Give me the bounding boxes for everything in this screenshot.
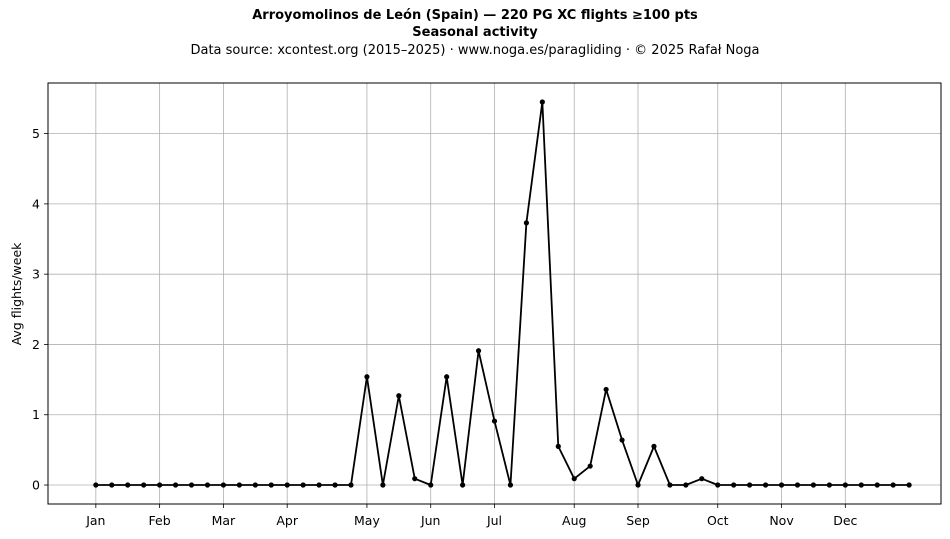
x-tick-label: May [354, 513, 380, 528]
data-point [236, 482, 242, 488]
y-axis-label: Avg flights/week [9, 242, 24, 346]
y-tick-label: 1 [32, 407, 40, 422]
x-axis-ticks: Jan Feb Mar Apr May Jun Jul Aug Sep Oct Nov Dec [85, 504, 858, 528]
plot-frame [47, 82, 942, 505]
data-point [539, 99, 545, 105]
x-tick-label: Sep [626, 513, 650, 528]
data-point [587, 463, 593, 469]
x-tick-label: Aug [562, 513, 586, 528]
data-point [364, 374, 370, 380]
data-point [204, 482, 211, 488]
data-point [890, 482, 896, 488]
data-point [747, 482, 753, 488]
data-point [284, 482, 290, 488]
data-point [396, 393, 402, 399]
x-tick-label: Jun [420, 513, 441, 528]
data-point [731, 482, 737, 488]
data-point [683, 482, 689, 488]
data-point [507, 482, 514, 488]
data-point [826, 482, 832, 488]
data-point [316, 482, 322, 488]
data-point [523, 220, 529, 226]
data-point [715, 482, 721, 488]
data-point [667, 482, 673, 488]
chart-source: Data source: xcontest.org (2015–2025) · … [190, 43, 760, 58]
y-tick-label: 4 [32, 196, 40, 211]
x-tick-label: Nov [769, 513, 794, 528]
data-point [172, 482, 179, 488]
data-point [555, 443, 561, 449]
data-point [571, 476, 577, 482]
data-point [252, 482, 258, 488]
data-point [141, 482, 147, 488]
x-tick-label: Apr [276, 513, 298, 528]
data-point [699, 476, 705, 482]
y-tick-label: 3 [32, 267, 40, 282]
y-tick-label: 5 [32, 126, 40, 141]
data-point [93, 482, 99, 488]
data-point [332, 482, 338, 488]
data-point [125, 482, 131, 488]
data-point [619, 437, 625, 443]
data-point [220, 482, 227, 488]
data-point [300, 482, 306, 488]
series [93, 99, 912, 488]
data-point [460, 482, 466, 488]
grid [48, 83, 941, 504]
x-tick-label: Jan [85, 513, 105, 528]
data-point [380, 482, 386, 488]
data-point [109, 482, 115, 488]
data-point [475, 348, 482, 354]
chart-subtitle: Seasonal activity [412, 25, 538, 40]
data-point [762, 482, 769, 488]
data-point [188, 482, 195, 488]
data-point [491, 418, 498, 424]
data-point [906, 482, 912, 488]
data-point [412, 476, 418, 482]
data-point [858, 482, 864, 488]
y-tick-label: 2 [32, 337, 40, 352]
data-point [778, 482, 785, 488]
x-tick-label: Dec [833, 513, 857, 528]
chart-title: Arroyomolinos de León (Spain) — 220 PG X… [252, 8, 698, 23]
data-point [444, 374, 450, 380]
data-point [157, 482, 163, 488]
data-point [428, 482, 434, 488]
data-point [874, 482, 880, 488]
x-tick-label: Jul [486, 513, 502, 528]
data-point [810, 482, 817, 488]
series-line [95, 101, 910, 486]
data-point [603, 386, 609, 393]
data-point [651, 443, 657, 449]
data-point [348, 482, 354, 488]
data-point [794, 482, 801, 488]
data-point [635, 482, 641, 488]
data-point [842, 482, 848, 488]
x-tick-label: Feb [149, 513, 171, 528]
x-tick-label: Mar [212, 513, 236, 528]
y-axis-ticks: 0 1 2 3 4 5 [32, 126, 48, 493]
y-tick-label: 0 [32, 478, 40, 493]
data-point [268, 482, 274, 488]
x-tick-label: Oct [707, 513, 729, 528]
